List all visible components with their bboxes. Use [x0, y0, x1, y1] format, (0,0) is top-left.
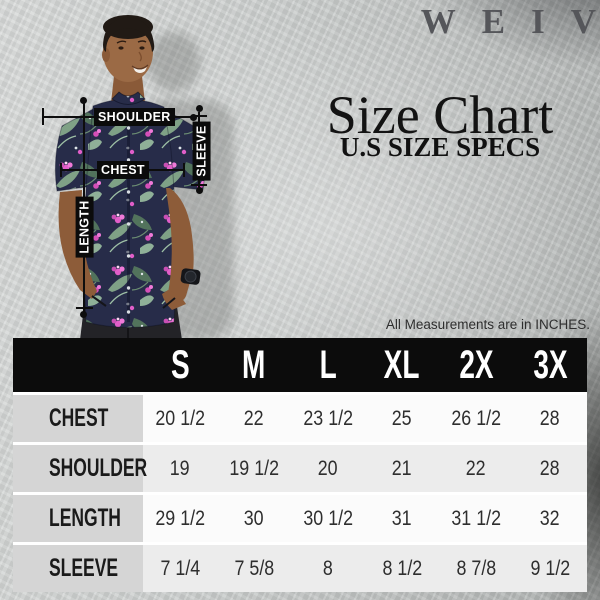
- length-measure-dot-top: [80, 97, 87, 104]
- length-measure-tick: [76, 307, 93, 309]
- size-cell: 25: [365, 395, 439, 442]
- column-header-3x: 3X: [532, 342, 568, 387]
- size-cell: 7 5/8: [217, 545, 291, 592]
- row-label: SLEEVE: [13, 545, 143, 592]
- size-cell: 22: [439, 445, 513, 492]
- length-measure-dot-bottom: [80, 311, 87, 318]
- sleeve-label: SLEEVE: [192, 121, 211, 181]
- size-cell: 32: [513, 495, 587, 542]
- wrist-watch: [180, 268, 201, 285]
- size-table: S M L XL 2X 3X CHEST 20 1/2 22 23 1/2 25…: [13, 338, 587, 592]
- size-cell: 21: [365, 445, 439, 492]
- size-cell: 28: [513, 395, 587, 442]
- column-header-2x: 2X: [458, 342, 494, 387]
- size-table-body: CHEST 20 1/2 22 23 1/2 25 26 1/2 28 SHOU…: [13, 395, 587, 592]
- length-label: LENGTH: [75, 196, 94, 258]
- size-cell: 8: [291, 545, 365, 592]
- table-row-length: LENGTH 29 1/2 30 30 1/2 31 31 1/2 32: [13, 495, 587, 542]
- size-cell: 19: [143, 445, 217, 492]
- brand-logo: WEIV: [420, 2, 596, 41]
- size-cell: 8 1/2: [365, 545, 439, 592]
- size-cell: 29 1/2: [143, 495, 217, 542]
- shoulder-measure-dot: [190, 114, 197, 121]
- chest-measure-tick-left: [60, 163, 62, 177]
- units-note: All Measurements are in INCHES.: [385, 317, 590, 332]
- sleeve-measure-dot-top: [196, 105, 203, 112]
- table-row-sleeve: SLEEVE 7 1/4 7 5/8 8 8 1/2 8 7/8 9 1/2: [13, 545, 587, 592]
- row-label: CHEST: [13, 395, 143, 442]
- table-row-chest: CHEST 20 1/2 22 23 1/2 25 26 1/2 28: [13, 395, 587, 442]
- size-cell: 31: [365, 495, 439, 542]
- column-header-l: L: [319, 342, 337, 387]
- page-title: Size Chart: [326, 85, 554, 145]
- size-cell: 8 7/8: [439, 545, 513, 592]
- shoulder-measure-tick: [42, 108, 44, 125]
- size-cell: 30 1/2: [291, 495, 365, 542]
- shoulder-label: SHOULDER: [94, 108, 175, 126]
- row-label: LENGTH: [13, 495, 143, 542]
- size-cell: 30: [217, 495, 291, 542]
- size-cell: 23 1/2: [291, 395, 365, 442]
- model-head: [102, 15, 155, 82]
- size-cell: 22: [217, 395, 291, 442]
- chest-measure-tick-right: [183, 163, 185, 177]
- sleeve-measure-tick-top: [191, 115, 207, 117]
- size-cell: 20 1/2: [143, 395, 217, 442]
- size-cell: 31 1/2: [439, 495, 513, 542]
- size-cell: 26 1/2: [439, 395, 513, 442]
- size-table-header: S M L XL 2X 3X: [13, 338, 587, 392]
- pocket-slits: [91, 295, 176, 309]
- sleeve-measure-dot-bottom: [196, 187, 203, 194]
- table-row-shoulder: SHOULDER 19 19 1/2 20 21 22 28: [13, 445, 587, 492]
- column-header-xl: XL: [384, 342, 420, 387]
- size-cell: 7 1/4: [143, 545, 217, 592]
- sleeve-measure-tick-bottom: [191, 184, 207, 186]
- size-cell: 9 1/2: [513, 545, 587, 592]
- size-cell: 28: [513, 445, 587, 492]
- row-label: SHOULDER: [13, 445, 147, 492]
- column-header-m: M: [242, 342, 266, 387]
- page-subtitle: U.S SIZE SPECS: [339, 132, 541, 162]
- shirt-buttons: [126, 126, 131, 314]
- chest-label: CHEST: [97, 161, 149, 179]
- size-cell: 20: [291, 445, 365, 492]
- column-header-s: S: [170, 342, 190, 387]
- size-cell: 19 1/2: [217, 445, 291, 492]
